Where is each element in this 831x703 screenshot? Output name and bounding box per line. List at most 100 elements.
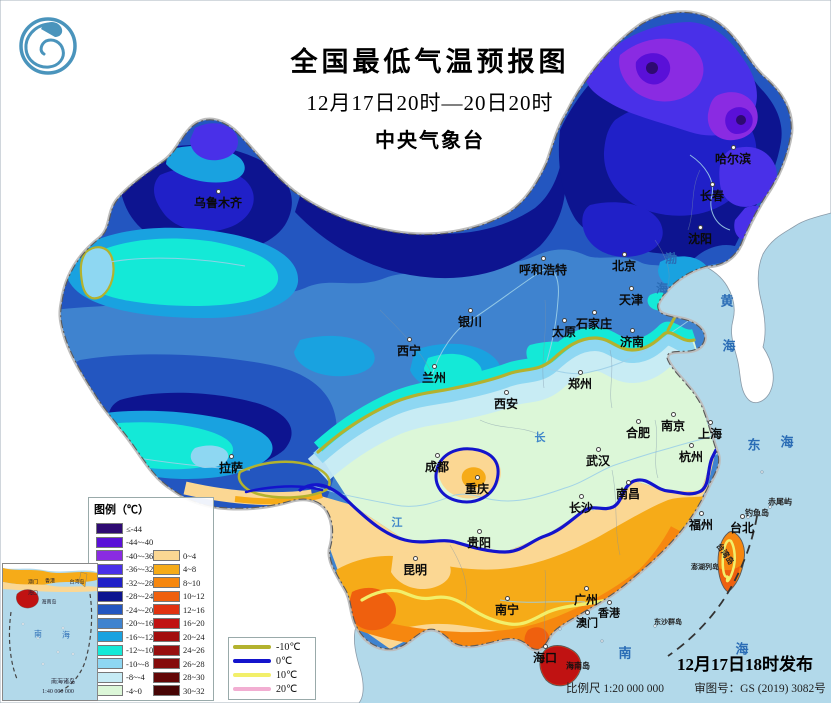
map-label: 东沙群岛 [654,618,682,626]
map-label: 海南岛 [566,661,590,671]
city-dot [595,447,601,452]
city-label: 广州 [573,593,599,607]
legend-swatch [96,536,123,548]
city-dot [474,475,480,480]
map-label: 钓鱼岛 [745,508,769,518]
city-label: 南昌 [615,487,641,501]
legend-row: 24~26 [153,644,205,658]
legend-swatch [96,563,123,575]
city-label: 南京 [660,419,686,433]
city-dot [707,420,713,425]
legend-range-label: -40~-36 [126,550,154,561]
city-label: 西宁 [396,344,422,358]
legend-row: 4~8 [153,563,205,577]
city-label: 乌鲁木齐 [193,196,243,210]
legend-range-label: 16~20 [183,618,205,629]
rivers [109,154,731,603]
city-dot [406,337,412,342]
city-dot [584,610,590,615]
legend-row: -20~-16 [96,617,153,631]
inset-label: 台湾岛 [69,580,85,586]
legend-swatch [96,644,123,656]
isotherm-legend: -10℃ 0℃ 10℃ 20℃ [228,637,316,700]
legend-row: -40~-36 [96,549,153,563]
legend-warm-column: 0~4 4~8 8~10 10~12 12~16 16~20 20~24 24~26 26~28… [153,549,205,698]
inset-label: 南海诸岛 [50,679,76,686]
legend-range-label: -10~-8 [126,658,150,669]
legend-row: 10~12 [153,590,205,604]
forecast-period: 12月17日20时—20日20时 [306,91,554,115]
isotherm-label: 20℃ [276,683,298,695]
city-label: 福州 [688,518,714,532]
legend-swatch [153,577,180,589]
isotherm-line-swatch [233,686,271,692]
city-dot [621,252,627,257]
legend-range-label: ≤-44 [126,523,142,534]
legend-range-label: -20~-16 [126,618,154,629]
legend-range-label: -8~-4 [126,672,145,683]
legend-swatch [153,550,180,562]
city-dot [670,412,676,417]
isotherm-label: -10℃ [276,641,301,653]
approval-number: 审图号：GS (2019) 3082号 [694,683,826,695]
city-dot [578,494,584,499]
inset-label: 澳门 [27,580,39,586]
map-label: 海 [722,338,736,354]
legend-swatch [153,617,180,629]
city-dot [476,529,482,534]
legend-range-label: -36~-32 [126,564,154,575]
isotherm-label: 0℃ [276,655,293,667]
city-label: 香港 [598,607,620,620]
inset-label: 南 [34,629,42,639]
city-label: 石家庄 [575,317,613,331]
city-dot [561,318,567,323]
isotherm-label: 10℃ [276,669,298,681]
legend-row: 16~20 [153,617,205,631]
city-label: 太原 [551,325,577,339]
dash-boundary-line [667,515,758,657]
legend-row: -44~-40 [96,536,153,550]
legend-row: ≤-44 [96,522,153,536]
legend-row: -36~-32 [96,563,153,577]
legend-swatch [96,685,123,697]
city-dot [739,514,745,519]
legend-range-label: 20~24 [183,631,205,642]
legend-swatch [153,631,180,643]
legend-row: 8~10 [153,576,205,590]
city-dot [412,556,418,561]
city-label: 济南 [619,335,645,349]
legend-range-label: 12~16 [183,604,205,615]
city-label: 海口 [532,651,558,665]
legend-range-label: -28~-24 [126,591,154,602]
map-label: 澎湖列岛 [691,563,719,571]
map-label: 南 [618,645,632,661]
legend-title: 图例（℃） [94,504,149,516]
legend-row: 20~24 [153,630,205,644]
legend-row: -28~-24 [96,590,153,604]
legend-row: 26~28 [153,657,205,671]
city-dot [730,145,736,150]
legend-swatch [96,590,123,602]
city-label: 拉萨 [218,461,244,475]
city-dot [583,586,589,591]
legend-swatch [153,644,180,656]
city-label: 昆明 [402,563,428,577]
city-label: 成都 [424,460,450,474]
legend-range-label: 28~30 [183,672,205,683]
city-label: 银川 [457,315,483,329]
legend-swatch [153,658,180,670]
map-label: 赤尾屿 [768,497,792,507]
city-dot [503,390,509,395]
city-dot [542,644,548,649]
city-label: 长沙 [568,501,594,515]
inset-label: 1:40 000 000 [42,689,74,695]
legend-swatch [96,550,123,562]
legend-swatch [153,563,180,575]
temperature-legend: 图例（℃） ≤-44 -44~-40 -40~-36 -36~-32 -32~-28 -2… [88,497,214,701]
legend-row: -24~-20 [96,603,153,617]
legend-range-label: 10~12 [183,591,205,602]
legend-swatch [153,604,180,616]
city-dot [467,308,473,313]
